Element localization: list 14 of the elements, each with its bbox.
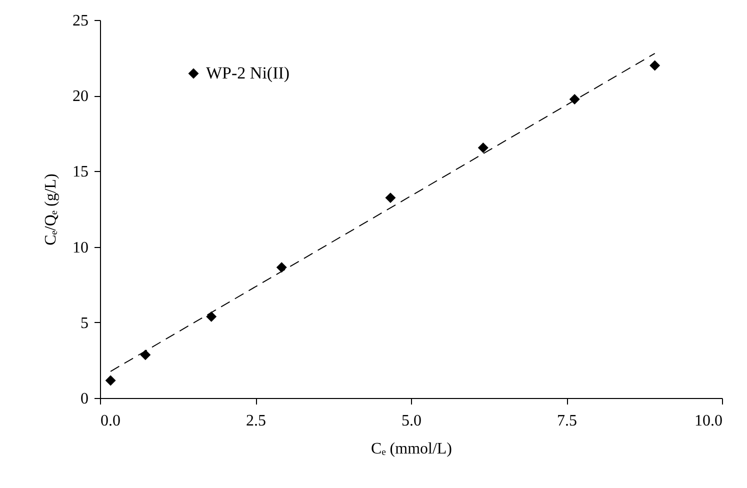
x-tick-label: 5.0 <box>402 412 422 430</box>
x-tick-label: 7.5 <box>557 412 577 430</box>
y-tick-label: 15 <box>72 164 88 181</box>
y-tick-label: 25 <box>72 12 88 30</box>
y-tick-label: 10 <box>72 239 88 256</box>
y-tick-label: 20 <box>72 88 88 106</box>
x-tick-label: 2.5 <box>246 412 266 430</box>
y-tick-label: 5 <box>80 314 88 332</box>
x-tick-label: 10.0 <box>694 412 722 430</box>
y-tick-label: 0 <box>80 390 88 408</box>
x-tick-label: 0.0 <box>100 412 120 430</box>
legend-label: WP-2 Ni(II) <box>206 64 290 82</box>
y-axis-title: Cₑ/Qₑ (g/L) <box>42 174 60 246</box>
x-axis-title: Cₑ (mmol/L) <box>371 440 452 458</box>
